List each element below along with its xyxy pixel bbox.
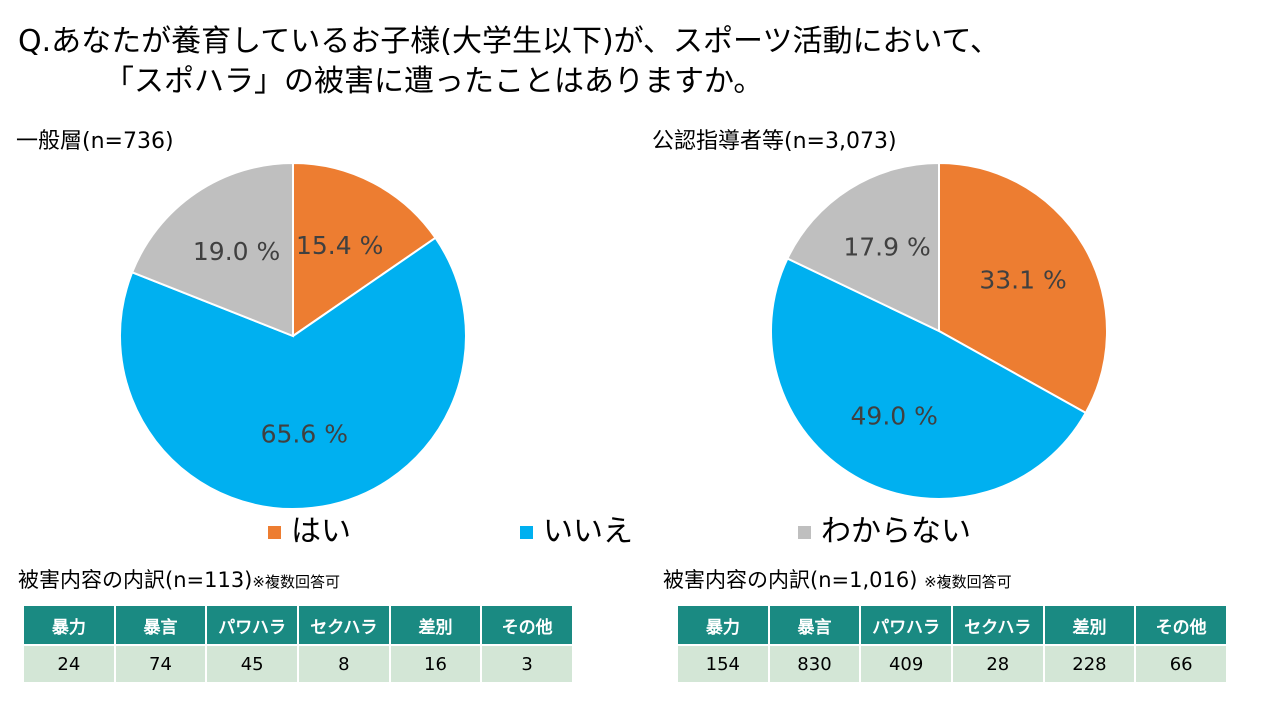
table-header-cell: 差別 — [390, 606, 481, 644]
breakdown-note-instructors: ※複数回答可 — [924, 573, 1012, 591]
pie-label-unknown: 19.0 % — [193, 237, 280, 266]
pie-slice-unknown — [130, 161, 294, 338]
pie-label-unknown: 17.9 % — [843, 233, 930, 262]
table-header-row: 暴力 暴言 パワハラ セクハラ 差別 その他 — [678, 606, 1226, 644]
legend: はい いいえ わからない — [0, 510, 1280, 554]
chart-title-general: 一般層(n=736) — [16, 129, 174, 154]
table-cell: 74 — [115, 644, 206, 682]
table-cell: 66 — [1136, 644, 1226, 682]
pie-label-no: 65.6 % — [261, 420, 348, 449]
table-cell: 16 — [390, 644, 481, 682]
breakdown-title-general: 被害内容の内訳(n=113) — [18, 568, 253, 592]
legend-item-no: いいえ — [520, 510, 633, 554]
legend-label-yes: はい — [291, 514, 351, 549]
table-header-cell: その他 — [1136, 606, 1226, 644]
pie-label-no: 49.0 % — [851, 402, 938, 431]
pie-slice-no — [770, 257, 1088, 500]
table-header-cell: 暴力 — [24, 606, 114, 644]
table-header-cell: 暴言 — [115, 606, 206, 644]
breakdown-title-instructors: 被害内容の内訳(n=1,016) — [663, 568, 918, 592]
pie-label-yes: 15.4 % — [296, 231, 383, 260]
table-header-cell: パワハラ — [861, 606, 951, 644]
table-header-cell: 暴力 — [678, 606, 768, 644]
legend-label-unknown: わからない — [821, 514, 971, 549]
breakdown-note-general: ※複数回答可 — [252, 573, 340, 591]
table-cell: 45 — [207, 644, 297, 682]
pie-chart-instructors: 33.1 % 49.0 % 17.9 % — [770, 161, 1108, 500]
pie-label-yes: 33.1 % — [979, 266, 1066, 295]
table-cell: 409 — [861, 644, 951, 682]
breakdown-table-general: 暴力 暴言 パワハラ セクハラ 差別 その他 24 74 45 8 16 3 — [22, 606, 574, 682]
legend-swatch-yes — [268, 525, 281, 539]
table-cell: 154 — [678, 644, 768, 682]
table-header-cell: 差別 — [1044, 606, 1135, 644]
question-title-line2: 「スポハラ」の被害に遭ったことはありますか。 — [104, 64, 764, 99]
pie-slice-unknown — [786, 161, 940, 333]
legend-swatch-no — [520, 525, 533, 539]
table-header-cell: セクハラ — [952, 606, 1043, 644]
table-header-cell: その他 — [482, 606, 572, 644]
table-header-cell: 暴言 — [769, 606, 860, 644]
table-cell: 228 — [1044, 644, 1135, 682]
pie-chart-general: 15.4 % 65.6 % 19.0 % — [119, 161, 467, 510]
table-header-cell: パワハラ — [207, 606, 297, 644]
legend-item-unknown: わからない — [798, 510, 971, 554]
breakdown-label-general: 被害内容の内訳(n=113)※複数回答可 — [18, 566, 340, 596]
table-cell: 24 — [24, 644, 114, 682]
chart-title-instructors: 公認指導者等(n=3,073) — [652, 129, 897, 154]
table-cell: 28 — [952, 644, 1043, 682]
breakdown-table-instructors: 暴力 暴言 パワハラ セクハラ 差別 その他 154 830 409 28 22… — [676, 606, 1228, 682]
table-header-cell: セクハラ — [298, 606, 389, 644]
legend-item-yes: はい — [268, 510, 351, 554]
legend-swatch-unknown — [798, 525, 811, 539]
question-title-line1: Q.あなたが養育しているお子様(大学生以下)が、スポーツ活動において、 — [18, 24, 1001, 59]
legend-label-no: いいえ — [543, 514, 633, 549]
breakdown-label-instructors: 被害内容の内訳(n=1,016) ※複数回答可 — [663, 566, 1012, 596]
question-title: Q.あなたが養育しているお子様(大学生以下)が、スポーツ活動において、 「スポハ… — [18, 22, 1000, 102]
table-cell: 3 — [482, 644, 572, 682]
table-cell: 830 — [769, 644, 860, 682]
table-row: 154 830 409 28 228 66 — [678, 644, 1226, 682]
table-row: 24 74 45 8 16 3 — [24, 644, 572, 682]
pie-slice-yes — [292, 161, 437, 338]
pie-slice-no — [119, 236, 467, 510]
table-header-row: 暴力 暴言 パワハラ セクハラ 差別 その他 — [24, 606, 572, 644]
table-cell: 8 — [298, 644, 389, 682]
pie-slice-yes — [938, 161, 1108, 415]
